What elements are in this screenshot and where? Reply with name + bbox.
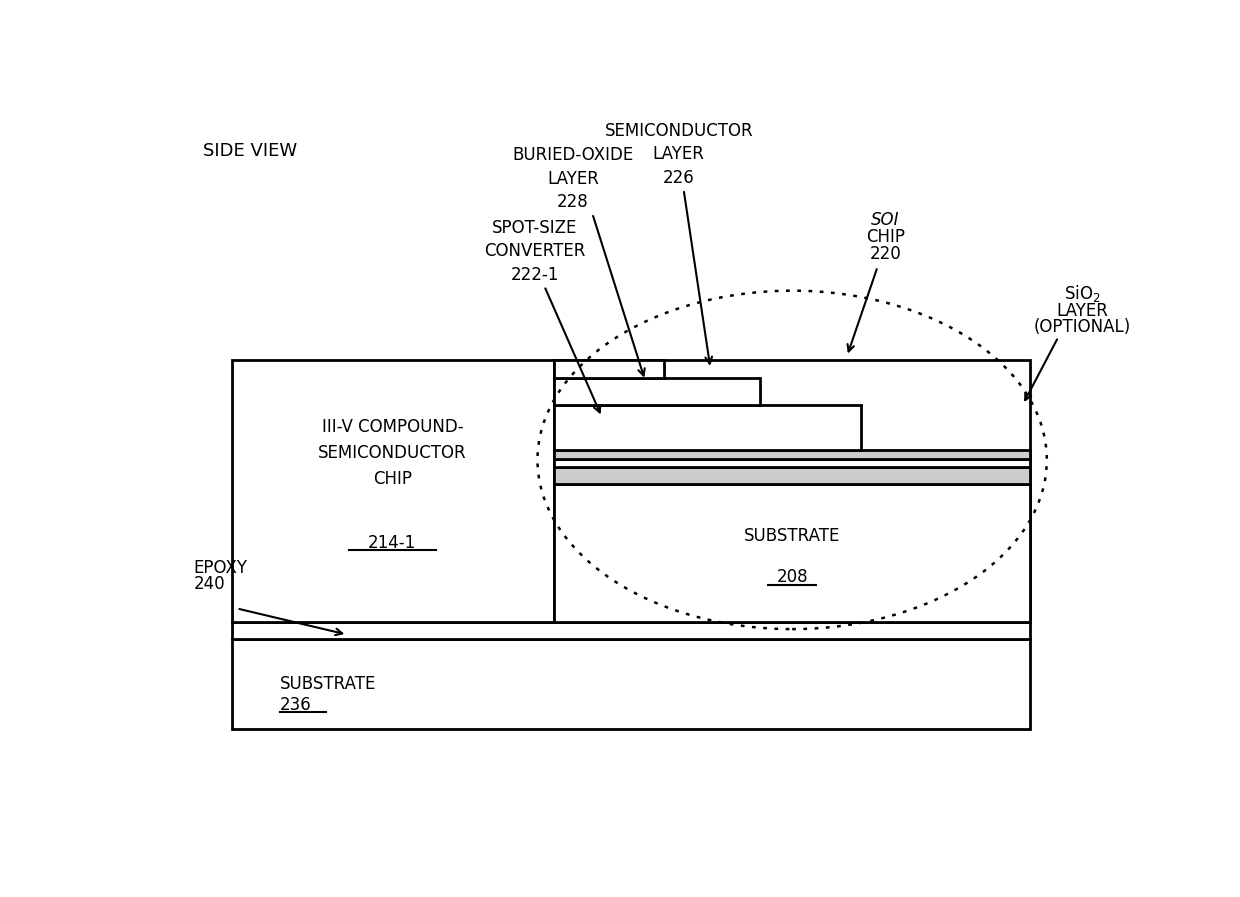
Text: LAYER: LAYER	[1056, 302, 1109, 320]
Text: (OPTIONAL): (OPTIONAL)	[1034, 318, 1131, 336]
Bar	[554, 458, 1029, 466]
Text: BURIED-OXIDE
LAYER
228: BURIED-OXIDE LAYER 228	[512, 146, 634, 212]
Text: 240: 240	[193, 574, 226, 593]
Text: 214-1: 214-1	[368, 534, 417, 552]
Text: SPOT-SIZE
CONVERTER
222-1: SPOT-SIZE CONVERTER 222-1	[484, 219, 585, 283]
Bar	[554, 378, 760, 405]
Text: III-V COMPOUND-
SEMICONDUCTOR
CHIP: III-V COMPOUND- SEMICONDUCTOR CHIP	[317, 418, 466, 488]
Text: 236: 236	[280, 696, 311, 714]
Bar	[232, 623, 1029, 640]
Text: SUBSTRATE: SUBSTRATE	[280, 675, 376, 693]
Text: EPOXY: EPOXY	[193, 560, 248, 578]
Text: 220: 220	[869, 245, 901, 263]
Bar	[232, 360, 554, 623]
Text: SUBSTRATE: SUBSTRATE	[744, 527, 841, 544]
Text: SEMICONDUCTOR
LAYER
226: SEMICONDUCTOR LAYER 226	[604, 122, 753, 187]
Bar	[232, 640, 1029, 729]
Bar	[554, 405, 862, 450]
Text: SIDE VIEW: SIDE VIEW	[203, 143, 298, 161]
Bar	[554, 360, 1029, 623]
Text: CHIP: CHIP	[866, 228, 905, 246]
Bar	[554, 360, 665, 378]
Bar	[554, 484, 1029, 623]
Text: SiO$_2$: SiO$_2$	[1064, 283, 1101, 304]
Text: SOI: SOI	[872, 211, 899, 229]
Text: 208: 208	[776, 569, 808, 587]
Bar	[554, 450, 1029, 458]
Bar	[554, 466, 1029, 484]
